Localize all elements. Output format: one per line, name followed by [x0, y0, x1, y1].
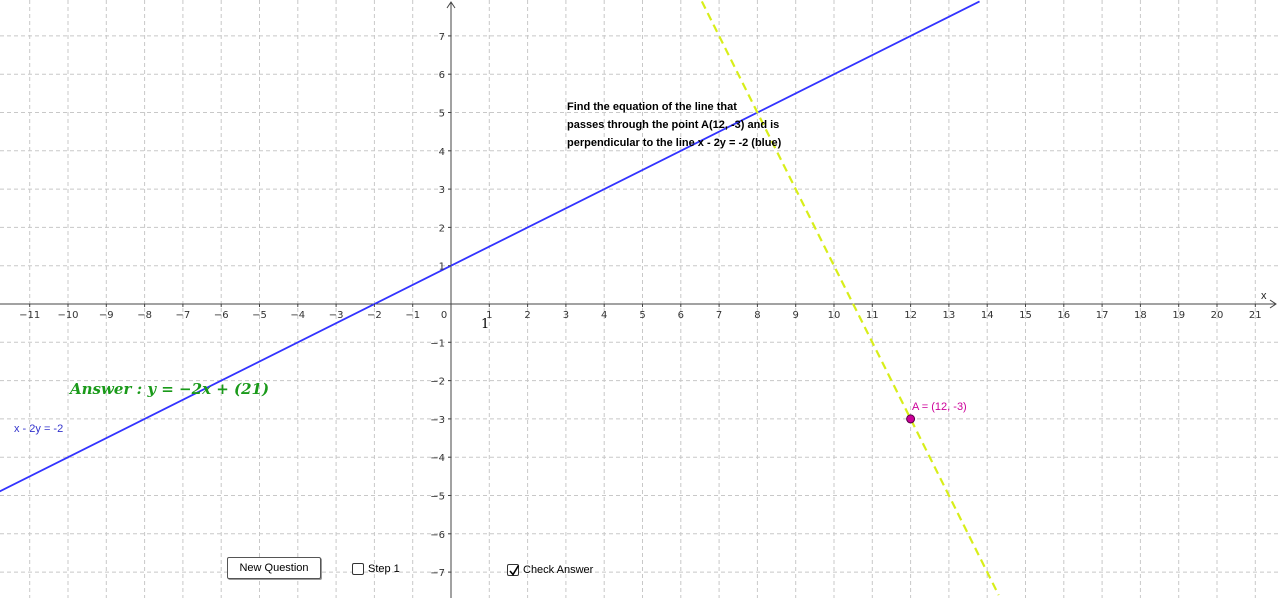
- x-tick-label: 19: [1172, 310, 1185, 321]
- x-tick-label: 13: [943, 310, 956, 321]
- x-tick-label: 17: [1096, 310, 1109, 321]
- y-tick-label: −1: [430, 338, 445, 349]
- x-tick-label: 2: [524, 310, 530, 321]
- question-line: perpendicular to the line x - 2y = -2 (b…: [567, 137, 782, 149]
- x-axis-name: x: [1261, 290, 1267, 302]
- x-tick-label: −9: [99, 310, 114, 321]
- point-a-label: A = (12, -3): [912, 401, 967, 413]
- x-tick-label: −2: [367, 310, 382, 321]
- x-tick-label: 8: [754, 310, 760, 321]
- y-tick-label: −2: [430, 377, 445, 388]
- y-tick-label: −7: [430, 568, 445, 579]
- x-tick-label: −11: [19, 310, 40, 321]
- step1-checkbox[interactable]: Step 1: [352, 563, 400, 575]
- answer-text: Answer : y = −2x + (21): [70, 380, 270, 398]
- y-tick-label: 3: [439, 185, 445, 196]
- x-tick-label: −10: [57, 310, 78, 321]
- x-tick-label: 9: [793, 310, 799, 321]
- new-question-button[interactable]: New Question: [227, 557, 321, 579]
- y-tick-label: 5: [439, 109, 445, 120]
- y-tick-label: 2: [439, 223, 445, 234]
- points: [906, 414, 916, 424]
- y-axis-arrow-icon: [446, 1, 456, 9]
- x-tick-label: −5: [252, 310, 267, 321]
- x-tick-label: 5: [639, 310, 645, 321]
- step1-checkbox-box[interactable]: [352, 563, 364, 575]
- given-line-label: x - 2y = -2: [14, 423, 64, 435]
- answer-line: [700, 0, 1000, 596]
- check-answer-checkbox-box[interactable]: [507, 564, 520, 576]
- x-tick-label: 1: [486, 310, 492, 321]
- check-answer-checkbox[interactable]: Check Answer: [507, 564, 593, 576]
- unit-label: 1: [481, 317, 490, 332]
- x-tick-label: 15: [1019, 310, 1032, 321]
- check-answer-label: Check Answer: [523, 564, 594, 576]
- x-tick-label: 16: [1057, 310, 1070, 321]
- x-tick-label: −4: [290, 310, 305, 321]
- x-tick-label: 7: [716, 310, 722, 321]
- y-tick-label: 6: [439, 70, 445, 81]
- x-tick-label: 0: [441, 310, 447, 321]
- x-tick-label: 14: [981, 310, 994, 321]
- y-tick-label: 4: [439, 147, 445, 158]
- x-tick-label: 18: [1134, 310, 1147, 321]
- point-a[interactable]: [906, 414, 916, 424]
- x-tick-label: 12: [904, 310, 917, 321]
- x-tick-label: −7: [176, 310, 191, 321]
- y-tick-label: 1: [439, 262, 445, 273]
- x-axis-arrow-icon: [1269, 299, 1277, 309]
- x-tick-label: −3: [329, 310, 344, 321]
- step1-label: Step 1: [368, 563, 400, 575]
- x-tick-label: 3: [563, 310, 569, 321]
- y-tick-label: −6: [430, 530, 445, 541]
- x-tick-label: −6: [214, 310, 229, 321]
- x-tick-label: 4: [601, 310, 607, 321]
- x-tick-label: 6: [678, 310, 684, 321]
- y-tick-label: −4: [430, 453, 445, 464]
- y-tick-label: 7: [439, 32, 445, 43]
- given-line: [0, 0, 980, 493]
- question-line: Find the equation of the line that: [567, 101, 737, 113]
- x-tick-label: 21: [1249, 310, 1262, 321]
- tick-labels: −11 −10 −9 −8 −7 −6 −5 −4 −3 −2 −1 0 1 2 3 4 5 6 7 8 9 10 11 12…: [19, 32, 1262, 579]
- x-tick-label: −1: [405, 310, 420, 321]
- x-tick-label: 10: [828, 310, 841, 321]
- x-tick-label: −8: [137, 310, 152, 321]
- y-tick-label: −5: [430, 492, 445, 503]
- x-tick-label: 11: [866, 310, 879, 321]
- checkmark-icon: [509, 565, 520, 576]
- plotted-lines: [0, 0, 1000, 596]
- question-text: Find the equation of the line that passe…: [567, 98, 827, 152]
- question-line: passes through the point A(12, -3) and i…: [567, 119, 780, 131]
- x-tick-label: 20: [1211, 310, 1224, 321]
- y-tick-label: −3: [430, 415, 445, 426]
